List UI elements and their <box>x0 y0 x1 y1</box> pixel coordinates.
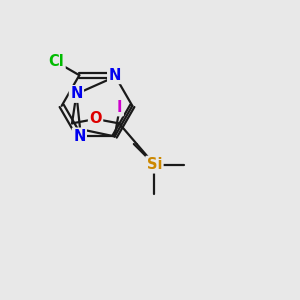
Text: Cl: Cl <box>49 55 64 70</box>
Text: N: N <box>70 86 82 101</box>
Text: I: I <box>117 100 122 115</box>
Text: Si: Si <box>147 157 162 172</box>
Text: O: O <box>89 112 102 127</box>
Text: N: N <box>73 129 86 144</box>
Text: N: N <box>109 68 121 83</box>
